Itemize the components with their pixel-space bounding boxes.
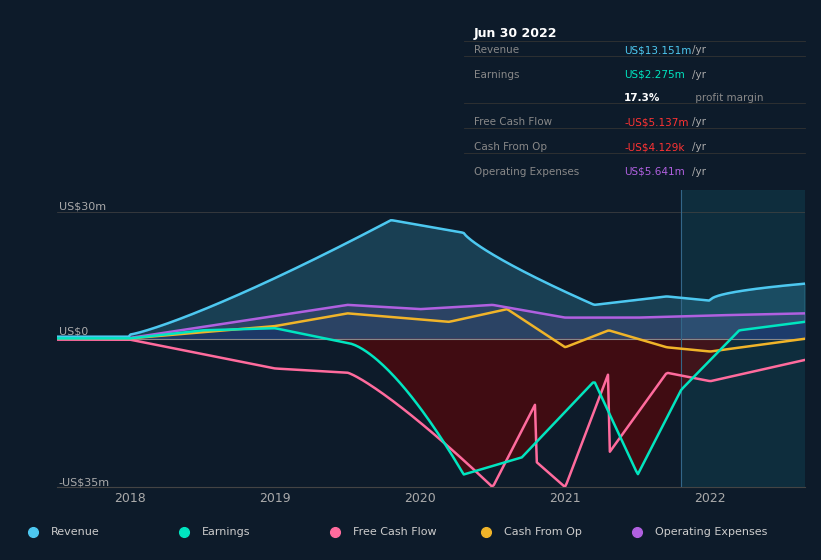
Text: /yr: /yr [692,45,706,55]
Text: -US$4.129k: -US$4.129k [624,142,685,152]
Text: -US$5.137m: -US$5.137m [624,118,689,127]
Text: US$30m: US$30m [59,202,106,212]
Text: /yr: /yr [692,142,706,152]
Text: -US$35m: -US$35m [59,477,110,487]
Text: /yr: /yr [692,118,706,127]
Text: Earnings: Earnings [202,527,250,537]
Text: US$5.641m: US$5.641m [624,167,685,177]
Text: Jun 30 2022: Jun 30 2022 [474,27,557,40]
Text: Revenue: Revenue [51,527,99,537]
Text: Operating Expenses: Operating Expenses [474,167,580,177]
Text: profit margin: profit margin [692,92,764,102]
Text: Free Cash Flow: Free Cash Flow [474,118,553,127]
Text: Revenue: Revenue [474,45,519,55]
Text: US$0: US$0 [59,326,88,337]
Text: Earnings: Earnings [474,70,520,80]
Text: Cash From Op: Cash From Op [474,142,547,152]
Text: Operating Expenses: Operating Expenses [655,527,768,537]
Text: US$2.275m: US$2.275m [624,70,685,80]
Text: 17.3%: 17.3% [624,92,660,102]
Text: /yr: /yr [692,70,706,80]
Text: Free Cash Flow: Free Cash Flow [353,527,437,537]
Bar [681,190,805,487]
Text: Cash From Op: Cash From Op [504,527,582,537]
Text: US$13.151m: US$13.151m [624,45,691,55]
Text: /yr: /yr [692,167,706,177]
